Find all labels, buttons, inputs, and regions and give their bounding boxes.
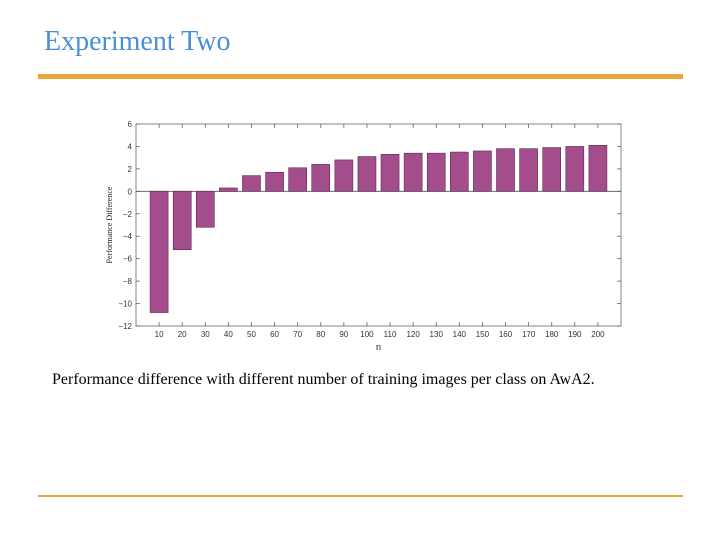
- bar-150: [473, 150, 492, 192]
- x-tick-label: 10: [155, 330, 164, 339]
- y-tick-label: 4: [128, 142, 133, 151]
- x-tick-label: 140: [453, 330, 467, 339]
- y-tick-label: −2: [123, 210, 133, 219]
- x-tick-label: 30: [201, 330, 210, 339]
- bar-170: [519, 148, 538, 192]
- x-axis-label: n: [376, 342, 381, 352]
- x-tick-label: 40: [224, 330, 233, 339]
- x-tick-label: 100: [360, 330, 374, 339]
- bar-40: [219, 187, 238, 192]
- x-tick-label: 180: [545, 330, 559, 339]
- plot-frame: [135, 123, 622, 327]
- x-tick-label: 130: [430, 330, 444, 339]
- bar-20: [172, 191, 192, 250]
- bar-10: [149, 191, 169, 313]
- x-tick-label: 150: [476, 330, 490, 339]
- bar-90: [334, 159, 354, 192]
- y-tick-label: 6: [128, 120, 133, 129]
- bar-190: [565, 146, 585, 192]
- x-tick-label: 80: [316, 330, 325, 339]
- x-tick-label: 170: [522, 330, 536, 339]
- x-tick-label: 20: [178, 330, 187, 339]
- title-divider: [38, 74, 683, 79]
- x-tick-label: 110: [384, 330, 397, 339]
- y-tick-label: −10: [118, 300, 132, 309]
- y-tick-label: 2: [128, 165, 133, 174]
- bar-70: [288, 167, 307, 192]
- bar-60: [265, 171, 284, 192]
- x-tick-label: 70: [293, 330, 302, 339]
- y-tick-label: −4: [123, 232, 133, 241]
- x-tick-label: 60: [270, 330, 279, 339]
- bar-50: [242, 175, 261, 192]
- y-tick-label: −6: [123, 255, 133, 264]
- x-tick-label: 160: [499, 330, 513, 339]
- x-tick-label: 190: [568, 330, 582, 339]
- footer-divider: [38, 495, 683, 497]
- bar-120: [403, 152, 423, 192]
- bar-180: [542, 147, 562, 192]
- y-axis-label: Performance Difference: [105, 186, 114, 263]
- bar-30: [195, 191, 215, 228]
- bar-140: [450, 151, 469, 192]
- y-tick-label: −8: [123, 277, 133, 286]
- bar-160: [496, 148, 515, 192]
- bar-200: [588, 145, 608, 192]
- x-tick-label: 120: [406, 330, 420, 339]
- figure-caption: Performance difference with different nu…: [52, 371, 595, 388]
- bar-80: [311, 164, 331, 192]
- bar-110: [380, 153, 400, 192]
- y-tick-label: −12: [118, 322, 132, 331]
- x-tick-label: 90: [339, 330, 348, 339]
- x-tick-label: 200: [591, 330, 605, 339]
- x-tick-label: 50: [247, 330, 256, 339]
- bar-100: [357, 156, 377, 192]
- bar-130: [426, 152, 446, 192]
- slide-title: Experiment Two: [44, 26, 231, 57]
- y-tick-label: 0: [128, 187, 133, 196]
